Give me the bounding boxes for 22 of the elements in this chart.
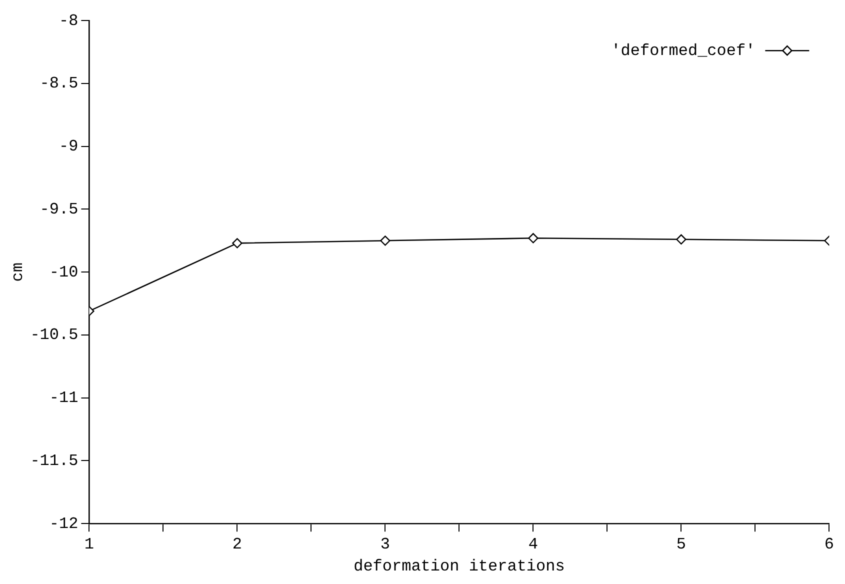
y-tick-label: -12 bbox=[49, 514, 78, 533]
x-tick-label: 1 bbox=[84, 535, 94, 554]
x-tick-label: 4 bbox=[528, 535, 538, 554]
y-tick-label: -8 bbox=[59, 12, 78, 30]
y-tick-label: -9 bbox=[59, 138, 78, 156]
x-tick-label: 5 bbox=[676, 535, 686, 554]
legend-label: 'deformed_coef' bbox=[611, 42, 756, 60]
y-tick-label: -8.5 bbox=[40, 74, 78, 93]
x-axis-title: deformation iterations bbox=[354, 558, 565, 576]
y-tick-label: -10.5 bbox=[30, 326, 78, 344]
point bbox=[380, 236, 390, 246]
y-tick-label: -10 bbox=[49, 263, 78, 282]
point bbox=[676, 234, 686, 245]
y-tick-label: -11.5 bbox=[30, 452, 78, 470]
x-tick-label: 3 bbox=[380, 535, 390, 554]
y-tick-label: -11 bbox=[49, 389, 78, 408]
point bbox=[232, 238, 242, 248]
x-tick-label: 6 bbox=[824, 535, 834, 554]
y-axis-title: cm bbox=[8, 262, 27, 282]
x-tick-label: 2 bbox=[232, 535, 242, 554]
y-tick-label: -9.5 bbox=[40, 200, 78, 218]
point bbox=[528, 233, 538, 244]
